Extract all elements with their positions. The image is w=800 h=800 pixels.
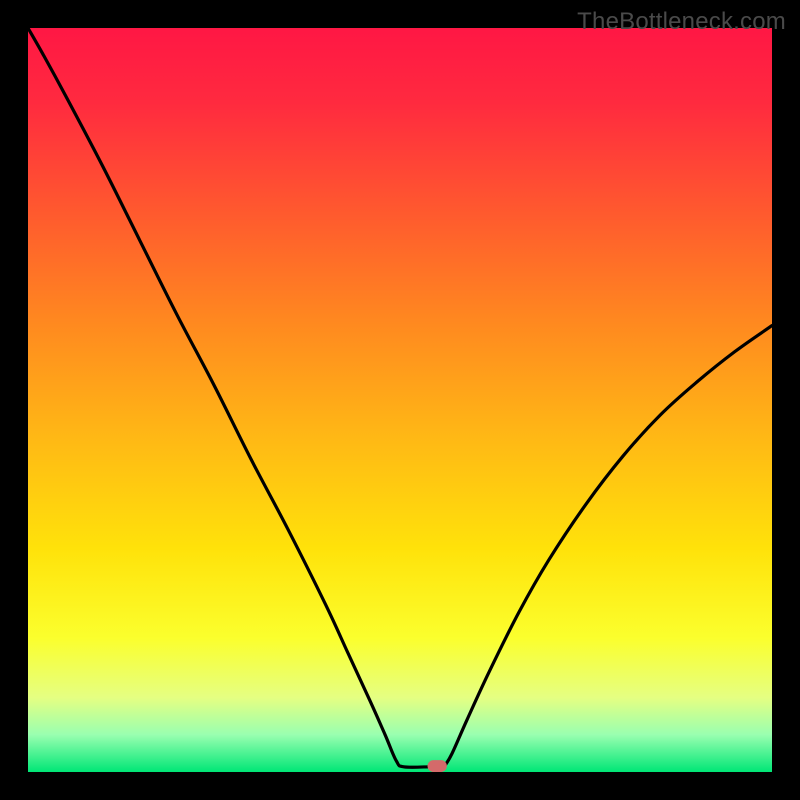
optimal-point-marker (428, 760, 447, 772)
plot-background (28, 28, 772, 772)
watermark-text: TheBottleneck.com (577, 8, 786, 36)
bottleneck-chart (0, 0, 800, 800)
chart-container: TheBottleneck.com (0, 0, 800, 800)
